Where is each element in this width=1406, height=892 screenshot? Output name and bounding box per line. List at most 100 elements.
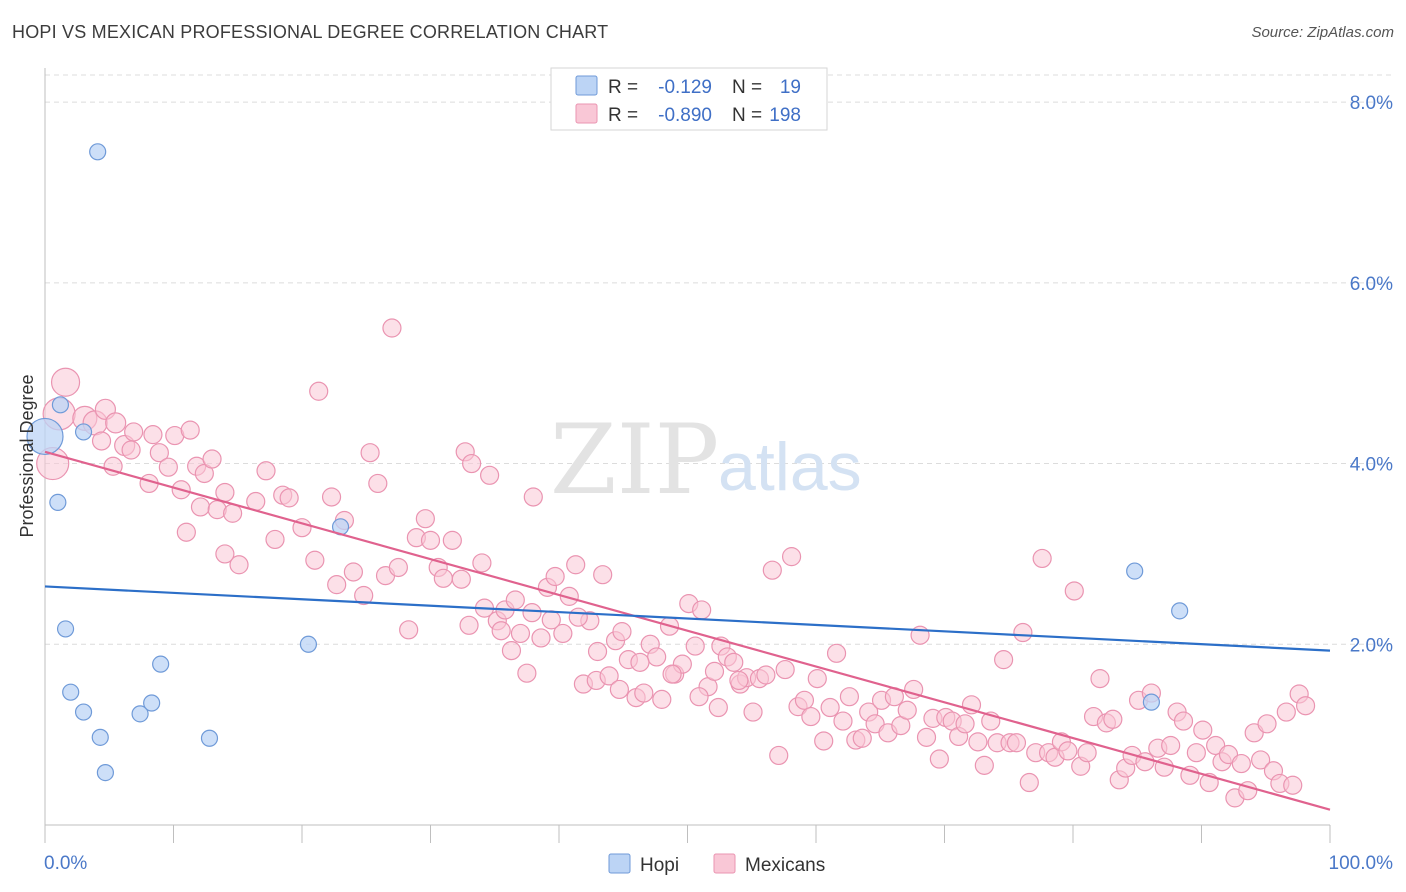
mexicans-point — [1013, 622, 1033, 643]
hopi-point — [56, 620, 75, 638]
mexicans-point — [1173, 711, 1194, 731]
mexicans-point — [510, 623, 531, 644]
y-tick-label: 6.0% — [1350, 274, 1393, 295]
y-tick-label: 4.0% — [1350, 455, 1393, 476]
mexicans-point — [647, 647, 667, 667]
mexicans-point — [685, 636, 705, 656]
watermark-zip: ZIP — [550, 404, 719, 516]
mexicans-point — [652, 689, 672, 709]
mexicans-point — [1186, 743, 1206, 763]
mexicans-point — [158, 457, 178, 477]
watermark: ZIP atlas — [550, 404, 862, 516]
mexicans-point — [229, 555, 249, 575]
mexicans-point — [994, 650, 1014, 670]
trend-lines — [44, 450, 1331, 811]
mexicans-point — [897, 700, 917, 720]
mexicans-point — [743, 702, 763, 722]
mexicans-point — [1090, 669, 1110, 689]
mexicans-point — [433, 568, 453, 588]
mexicans-point — [826, 643, 847, 663]
mexicans-point — [1193, 720, 1213, 740]
mexicans-point — [399, 620, 419, 640]
hopi-point — [131, 705, 149, 723]
x-tick-label-max: 100.0% — [1329, 853, 1394, 874]
mexicans-point — [545, 566, 565, 587]
mexicans-point — [143, 425, 163, 445]
hopi-point — [91, 728, 109, 746]
mexicans-point — [360, 443, 380, 463]
mexicans-point — [794, 690, 815, 710]
mexicans-point — [343, 562, 363, 582]
mexicans-point — [1064, 581, 1084, 601]
mexicans-point — [190, 497, 211, 517]
hopi-point — [1171, 602, 1189, 620]
mexicans-point — [775, 659, 795, 680]
mexicans-point — [1257, 714, 1277, 734]
mexicans-point — [833, 711, 853, 731]
mexicans-point — [801, 706, 821, 727]
tick-labels: 2.0% 4.0% 6.0% 8.0% 0.0% 100.0% — [44, 93, 1393, 874]
mexicans-point — [501, 641, 522, 661]
mexicans-point — [103, 456, 123, 476]
legend-mex-r-value: -0.890 — [658, 105, 712, 126]
hopi-point — [299, 635, 318, 653]
legend-hopi-swatch — [575, 75, 598, 96]
mexicans-point — [1283, 775, 1303, 795]
mexicans-point — [820, 697, 840, 718]
hopi-point — [74, 423, 93, 441]
mexicans-point — [781, 547, 802, 567]
mexicans-point — [968, 732, 988, 752]
mexicans-point — [459, 615, 479, 635]
mexicans-point — [1251, 750, 1271, 770]
mexicans-point — [807, 669, 827, 689]
mexicans-point — [91, 431, 112, 451]
y-tick-label: 2.0% — [1350, 635, 1393, 656]
mexicans-point — [724, 652, 744, 672]
mexicans-point — [462, 453, 482, 474]
mexicans-point — [634, 683, 654, 703]
mexicans-point — [689, 687, 709, 707]
mexicans-point — [505, 590, 525, 610]
mexicans-point — [305, 550, 325, 570]
hopi-points — [26, 143, 1189, 782]
mexicans-point — [708, 697, 728, 718]
mexicans-point — [472, 553, 492, 573]
hopi-point — [1126, 562, 1144, 580]
mexicans-point — [612, 622, 632, 642]
hopi-point — [89, 143, 107, 161]
mexicans-point — [1032, 548, 1052, 569]
mexicans-point — [852, 728, 872, 748]
mexicans-point — [756, 665, 776, 685]
mexicans-point — [215, 544, 235, 564]
legend-box: R = -0.129 N = 19 R = -0.890 N = 198 — [550, 67, 828, 131]
mexicans-point — [1006, 733, 1027, 753]
mexicans-trend-line — [44, 450, 1331, 811]
watermark-atlas: atlas — [718, 429, 862, 505]
mexicans-point — [553, 623, 573, 644]
hopi-point — [49, 493, 67, 512]
hopi-point — [152, 655, 170, 673]
legend-hopi-n-value: 19 — [780, 77, 801, 98]
mexicans-point — [202, 449, 222, 469]
mexicans-point — [541, 610, 561, 630]
mexicans-points — [36, 318, 1316, 808]
hopi-trend-line — [44, 585, 1331, 652]
mexicans-point — [415, 509, 435, 529]
legend-hopi-r-label: R = — [608, 77, 638, 98]
bottom-legend: Hopi Mexicans — [608, 853, 825, 876]
mexicans-point — [309, 381, 329, 401]
mexicans-point — [215, 482, 235, 503]
legend-mex-n-value: 198 — [769, 105, 801, 126]
mexicans-point — [1103, 709, 1123, 729]
mexicans-point — [382, 318, 402, 338]
mexicans-point — [321, 487, 342, 507]
legend-mex-swatch — [575, 103, 598, 124]
mexicans-point — [491, 621, 511, 641]
mexicans-point — [442, 530, 462, 550]
mexicans-point — [480, 465, 500, 485]
gridlines — [45, 74, 1392, 645]
mexicans-point — [420, 530, 441, 550]
mexicans-point — [531, 628, 551, 648]
hopi-point — [51, 396, 70, 414]
mexicans-point — [839, 687, 860, 707]
